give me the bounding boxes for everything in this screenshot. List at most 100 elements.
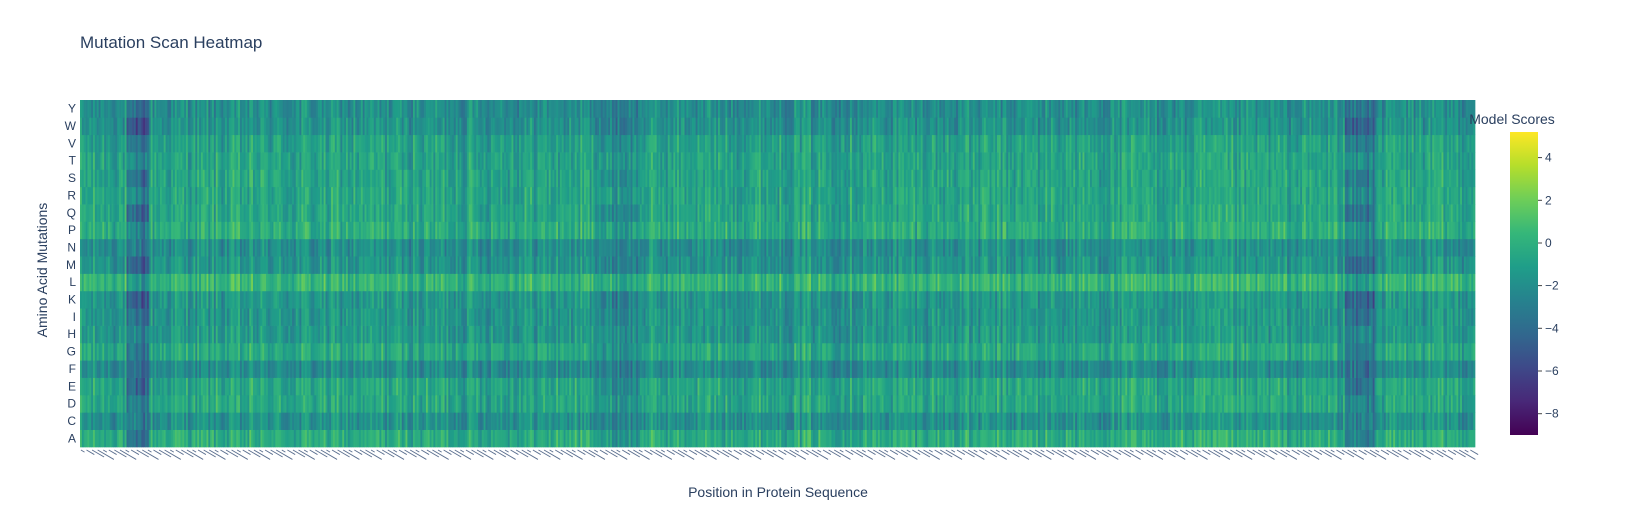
heatmap-cell: [223, 394, 226, 413]
heatmap-cell: [559, 412, 563, 430]
heatmap-cell: [1011, 412, 1015, 430]
heatmap-cell: [251, 412, 254, 430]
heatmap-cell: [1045, 429, 1048, 448]
heatmap-cell: [833, 429, 836, 448]
heatmap-cell: [1196, 429, 1199, 448]
heatmap-cell: [1164, 429, 1167, 448]
heatmap-cell: [1002, 429, 1005, 448]
heatmap-cell: [1063, 429, 1067, 448]
heatmap-cell: [831, 412, 834, 430]
heatmap-cell: [1095, 412, 1098, 430]
heatmap-cell: [1300, 429, 1303, 448]
heatmap-cell: [1229, 412, 1232, 430]
heatmap-cell: [150, 394, 153, 413]
heatmap-cell: [345, 412, 349, 430]
heatmap-cell: [786, 412, 790, 430]
heatmap-cell: [1385, 412, 1388, 430]
heatmap-cell: [1404, 412, 1407, 430]
heatmap-cell: [902, 429, 905, 448]
heatmap-cell: [247, 429, 250, 448]
heatmap-cell: [816, 412, 819, 430]
heatmap-cell: [704, 429, 708, 448]
heatmap-cell: [1173, 412, 1176, 430]
heatmap-cell: [671, 429, 674, 448]
heatmap-cell: [558, 429, 561, 448]
heatmap-cell: [87, 412, 90, 430]
heatmap-cell: [377, 429, 380, 448]
heatmap-cell: [115, 394, 118, 413]
heatmap-cell: [1307, 429, 1310, 448]
heatmap-cell: [1088, 429, 1091, 448]
heatmap-cell: [117, 394, 120, 413]
heatmap-cell: [1376, 429, 1379, 448]
heatmap-cell: [1326, 412, 1329, 430]
heatmap-cell: [554, 429, 557, 448]
heatmap-cell: [859, 412, 862, 430]
heatmap-cell: [254, 412, 258, 430]
heatmap-cell: [1303, 412, 1307, 430]
heatmap-cell: [1024, 429, 1028, 448]
heatmap-cell: [1013, 429, 1016, 448]
heatmap-cell: [217, 412, 220, 430]
heatmap-cell: [1147, 429, 1150, 448]
heatmap-cell: [593, 429, 596, 448]
heatmap-cell: [122, 412, 125, 430]
heatmap-cell: [111, 412, 114, 430]
heatmap-cell: [1093, 412, 1096, 430]
heatmap-cell: [513, 412, 516, 430]
heatmap-cell: [1441, 412, 1444, 430]
heatmap-cell: [485, 429, 488, 448]
heatmap-cell: [686, 412, 689, 430]
heatmap-cell: [987, 412, 990, 430]
heatmap-cell: [621, 412, 624, 430]
heatmap-cell: [528, 429, 531, 448]
heatmap-cell: [301, 429, 304, 448]
heatmap-cell: [697, 429, 700, 448]
heatmap-cell: [472, 429, 475, 448]
heatmap-cell: [1329, 412, 1333, 430]
heatmap-cell: [610, 429, 613, 448]
heatmap-cell: [262, 429, 265, 448]
heatmap-cell: [1333, 412, 1336, 430]
heatmap-cell: [332, 412, 336, 430]
heatmap-cell: [438, 429, 442, 448]
heatmap-cell: [146, 394, 150, 413]
heatmap-cell: [396, 412, 399, 430]
heatmap-cell: [744, 412, 747, 430]
heatmap-cell: [1289, 429, 1292, 448]
heatmap-cell: [1099, 429, 1102, 448]
heatmap-cell: [976, 429, 979, 448]
heatmap-cell: [1251, 412, 1255, 430]
heatmap-cell: [1067, 429, 1070, 448]
heatmap-cell: [606, 412, 609, 430]
heatmap-cell: [652, 412, 656, 430]
heatmap-cell: [518, 412, 522, 430]
heatmap-cell: [383, 412, 386, 430]
heatmap-cell: [522, 412, 525, 430]
heatmap-cell: [930, 412, 933, 430]
heatmap-cell: [1000, 412, 1003, 430]
heatmap-cell: [810, 412, 814, 430]
heatmap-cell: [373, 429, 377, 448]
heatmap-cell: [721, 412, 724, 430]
heatmap-cell: [500, 429, 503, 448]
heatmap-cell: [1093, 429, 1096, 448]
heatmap-cell: [152, 429, 155, 448]
heatmap-cell: [831, 429, 834, 448]
heatmap-cell: [777, 412, 780, 430]
heatmap-cell: [1372, 429, 1375, 448]
heatmap-cell: [1119, 429, 1122, 448]
heatmap-cell: [1300, 412, 1303, 430]
heatmap-cell: [494, 429, 497, 448]
heatmap-cell: [280, 429, 284, 448]
heatmap-cell: [669, 429, 672, 448]
heatmap-cell: [396, 429, 399, 448]
heatmap-cell: [1461, 412, 1465, 430]
heatmap-cell: [171, 429, 174, 448]
heatmap-cell: [1398, 429, 1401, 448]
heatmap-cell: [556, 412, 559, 430]
heatmap-cell: [1378, 412, 1381, 430]
heatmap-cell: [1382, 412, 1385, 430]
heatmap-cell: [176, 429, 179, 448]
heatmap-cell: [881, 412, 884, 430]
